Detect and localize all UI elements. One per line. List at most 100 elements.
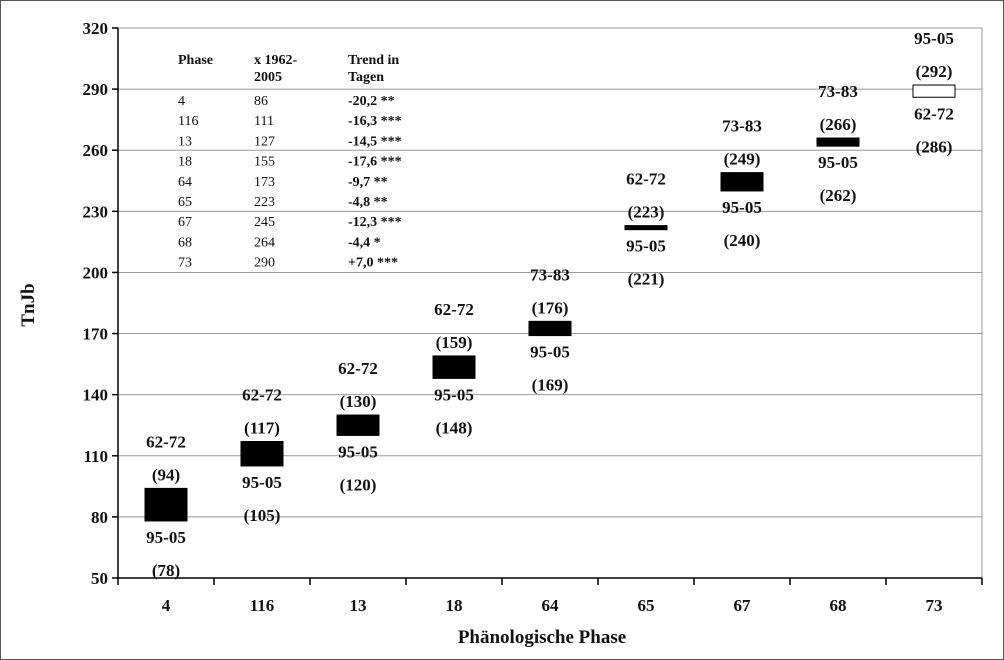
table-cell-phase: 116 (178, 114, 198, 129)
inset-table: Phase x 1962- 2005 Trend in Tagen 4 86 -20,2 **… (178, 53, 402, 271)
bar-label-top-period: 62-72 (338, 359, 378, 378)
bar-116 (240, 441, 284, 467)
table-cell-phase: 18 (178, 155, 192, 170)
table-header: x 1962- (254, 53, 298, 68)
bar-68 (816, 137, 860, 147)
bar-annotations: (94) 62-72 95-05 (78) (117) 62-72 95-05 (105) (1… (146, 29, 954, 580)
bar-label-top-value: (176) (532, 298, 569, 317)
bar-label-top-value: (94) (152, 465, 180, 484)
y-tick-label: 320 (83, 19, 109, 38)
bar-label-bottom-value: (120) (340, 475, 377, 494)
y-tick-label: 80 (91, 508, 108, 527)
table-cell-trend: -14,5 *** (348, 134, 402, 149)
table-cell-trend: -20,2 ** (348, 94, 395, 109)
y-tick-label: 260 (83, 141, 109, 160)
bar-label-bottom-value: (262) (820, 186, 857, 205)
x-tick-label: 64 (542, 596, 560, 615)
bar-67 (720, 172, 764, 192)
table-cell-trend: -4,4 * (348, 235, 381, 250)
y-tick-label: 140 (83, 386, 109, 405)
bar-label-bottom-period: 95-05 (434, 385, 474, 404)
bar-18 (432, 355, 476, 379)
bar-label-top-period: 62-72 (242, 386, 282, 405)
bar-label-bottom-period: 95-05 (818, 153, 858, 172)
x-tick-label: 67 (734, 596, 752, 615)
x-tick-label: 73 (926, 596, 943, 615)
x-tick-label: 18 (446, 596, 463, 615)
y-axis-title: TnJb (18, 283, 39, 326)
y-tick-label: 290 (83, 80, 109, 99)
bar-label-top-value: (117) (244, 419, 280, 438)
bar-64 (528, 320, 572, 337)
y-tick-label: 200 (83, 263, 109, 282)
table-cell-phase: 73 (178, 256, 192, 271)
bar-label-bottom-period: 95-05 (530, 343, 570, 362)
table-cell-phase: 65 (178, 195, 192, 210)
table-cell-mean: 290 (254, 256, 275, 271)
table-cell-phase: 4 (178, 94, 185, 109)
bar-label-top-period: 62-72 (434, 300, 474, 319)
table-cell-mean: 127 (254, 134, 275, 149)
bar-label-bottom-period: 95-05 (338, 442, 378, 461)
table-cell-mean: 245 (254, 215, 275, 230)
bar-13 (336, 414, 380, 436)
table-cell-phase: 13 (178, 134, 192, 149)
table-cell-phase: 68 (178, 235, 192, 250)
x-tick-label: 65 (638, 596, 655, 615)
bar-label-top-value: (223) (628, 203, 665, 222)
table-cell-trend: -9,7 ** (348, 175, 388, 190)
table-cell-phase: 67 (178, 215, 192, 230)
bar-label-top-value: (266) (820, 115, 857, 134)
bar-label-top-value: (159) (436, 333, 473, 352)
table-cell-mean: 155 (254, 155, 275, 170)
table-cell-trend: -16,3 *** (348, 114, 402, 129)
bar-label-top-period: 73-83 (530, 265, 570, 284)
table-cell-trend: -4,8 ** (348, 195, 388, 210)
bar-73 (912, 84, 956, 98)
table-cell-phase: 64 (178, 175, 192, 190)
bar-label-bottom-value: (221) (628, 270, 665, 289)
bar-65 (624, 225, 668, 231)
bar-label-bottom-period: 62-72 (914, 104, 954, 123)
y-tick-label: 50 (91, 569, 108, 588)
bar-label-top-period: 73-83 (818, 82, 858, 101)
bar-label-bottom-value: (105) (244, 506, 281, 525)
bar-label-top-value: (249) (724, 150, 761, 169)
bar-label-bottom-value: (78) (152, 561, 180, 580)
bars (144, 84, 956, 522)
bar-label-bottom-period: 95-05 (146, 528, 186, 547)
bar-label-top-value: (292) (916, 62, 953, 81)
bar-label-top-period: 62-72 (146, 432, 186, 451)
bar-label-bottom-period: 95-05 (242, 473, 282, 492)
table-header: 2005 (254, 70, 282, 85)
table-header: Tagen (348, 70, 384, 85)
bar-label-bottom-value: (169) (532, 376, 569, 395)
table-header: Phase (178, 53, 213, 68)
bar-label-top-period: 62-72 (626, 170, 666, 189)
bar-label-bottom-period: 95-05 (722, 198, 762, 217)
x-tick-label: 13 (350, 596, 367, 615)
table-cell-trend: -17,6 *** (348, 155, 402, 170)
y-tick-label: 230 (83, 202, 109, 221)
bar-label-bottom-period: 95-05 (626, 237, 666, 256)
bar-label-top-period: 95-05 (914, 29, 954, 48)
y-tick-label: 110 (83, 447, 108, 466)
bar-label-top-value: (130) (340, 392, 377, 411)
bar-label-bottom-value: (240) (724, 231, 761, 250)
bar-label-bottom-value: (148) (436, 418, 473, 437)
x-axis-title: Phänologische Phase (458, 627, 626, 648)
table-cell-trend: +7,0 *** (348, 256, 398, 271)
y-tick-labels: 50 80 110 140 170 200 230 260 290 320 (83, 19, 109, 588)
table-cell-mean: 86 (254, 94, 268, 109)
bar-label-bottom-value: (286) (916, 137, 953, 156)
table-cell-mean: 264 (254, 235, 275, 250)
x-tick-labels: 4 116 13 18 64 65 67 68 73 (162, 596, 943, 615)
bar-label-top-period: 73-83 (722, 117, 762, 136)
bar-4 (144, 487, 188, 522)
table-cell-trend: -12,3 *** (348, 215, 402, 230)
table-cell-mean: 223 (254, 195, 275, 210)
table-cell-mean: 111 (254, 114, 274, 129)
